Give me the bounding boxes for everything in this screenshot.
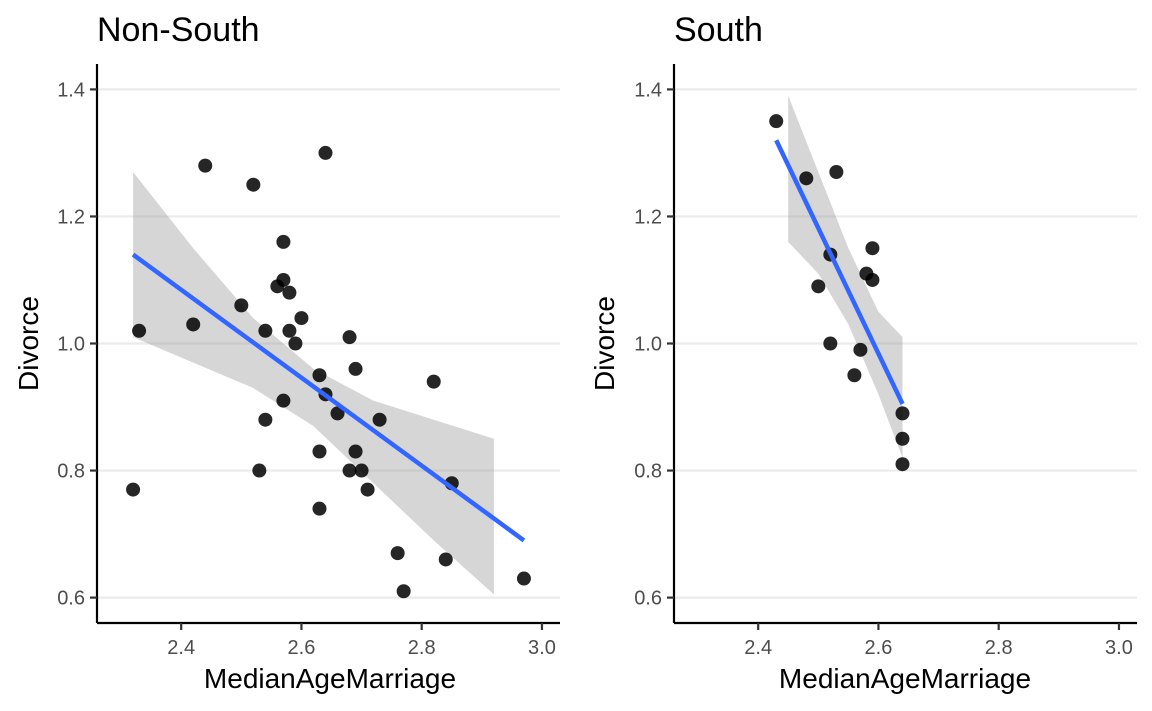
y-tick-label: 1.2 — [634, 206, 662, 228]
data-point — [895, 431, 910, 446]
data-point — [186, 317, 201, 332]
x-tick-label: 3.0 — [528, 637, 556, 659]
x-tick-label: 3.0 — [1105, 637, 1133, 659]
y-tick-label: 0.8 — [57, 461, 85, 483]
data-point — [390, 546, 405, 561]
data-point — [811, 279, 826, 294]
data-point — [318, 145, 333, 160]
data-point — [342, 330, 357, 345]
data-point — [516, 571, 531, 586]
data-point — [288, 336, 303, 351]
data-point — [282, 323, 297, 338]
data-point — [426, 374, 441, 389]
x-tick-label: 2.4 — [744, 637, 772, 659]
y-tick-label: 1.4 — [57, 79, 85, 101]
panel-title: Non-South — [97, 11, 260, 49]
data-point — [396, 584, 411, 599]
data-point — [354, 463, 369, 478]
y-tick-label: 0.6 — [634, 588, 662, 610]
data-point — [312, 501, 327, 516]
data-point — [372, 412, 387, 427]
y-tick-label: 1.2 — [57, 206, 85, 228]
data-point — [865, 272, 880, 287]
data-point — [769, 114, 784, 129]
x-axis-title: MedianAgeMarriage — [779, 663, 1031, 694]
data-point — [438, 552, 453, 567]
x-tick-label: 2.6 — [288, 637, 316, 659]
data-point — [258, 412, 273, 427]
x-tick-label: 2.8 — [985, 637, 1013, 659]
data-point — [829, 164, 844, 179]
regression-line — [774, 139, 905, 405]
y-tick-label: 1.0 — [57, 334, 85, 356]
data-point — [276, 272, 291, 287]
data-point — [342, 463, 357, 478]
y-tick-label: 0.8 — [634, 461, 662, 483]
y-axis-title: Divorce — [13, 296, 44, 391]
data-point — [312, 368, 327, 383]
x-tick-label: 2.6 — [865, 637, 893, 659]
panel-title: South — [674, 11, 763, 49]
x-axis-title: MedianAgeMarriage — [204, 663, 456, 694]
data-point — [847, 368, 862, 383]
data-point — [126, 482, 141, 497]
x-tick-label: 2.4 — [167, 637, 195, 659]
panel-south: 0.6 0.8 1.0 1.2 1.4 2.4 2.6 2.8 3.0 South MedianAg… — [589, 11, 1137, 694]
data-point — [276, 234, 291, 249]
data-point — [895, 406, 910, 421]
data-point — [895, 457, 910, 472]
data-point — [823, 336, 838, 351]
confidence-ribbon — [133, 172, 494, 595]
data-point — [252, 463, 267, 478]
x-tick-label: 2.8 — [408, 637, 436, 659]
data-point — [799, 171, 814, 186]
data-point — [246, 177, 261, 192]
regression-line — [131, 252, 526, 543]
confidence-ribbon — [788, 95, 903, 458]
data-point — [348, 361, 363, 376]
y-tick-label: 0.6 — [57, 588, 85, 610]
data-point — [865, 241, 880, 256]
data-point — [312, 444, 327, 459]
data-point — [198, 158, 213, 173]
y-axis-title: Divorce — [589, 296, 620, 391]
data-point — [258, 323, 273, 338]
data-point — [360, 482, 375, 497]
panel-non-south: 0.6 0.8 1.0 1.2 1.4 2.4 2.6 2.8 3.0 Non-South Medi… — [13, 11, 560, 694]
data-point — [348, 444, 363, 459]
data-point — [853, 342, 868, 357]
data-point — [282, 285, 297, 300]
y-tick-label: 1.4 — [634, 79, 662, 101]
y-tick-label: 1.0 — [634, 334, 662, 356]
data-point — [276, 393, 291, 408]
data-point — [132, 323, 147, 338]
data-point — [234, 298, 249, 313]
data-point — [330, 406, 345, 421]
data-point — [294, 311, 309, 326]
